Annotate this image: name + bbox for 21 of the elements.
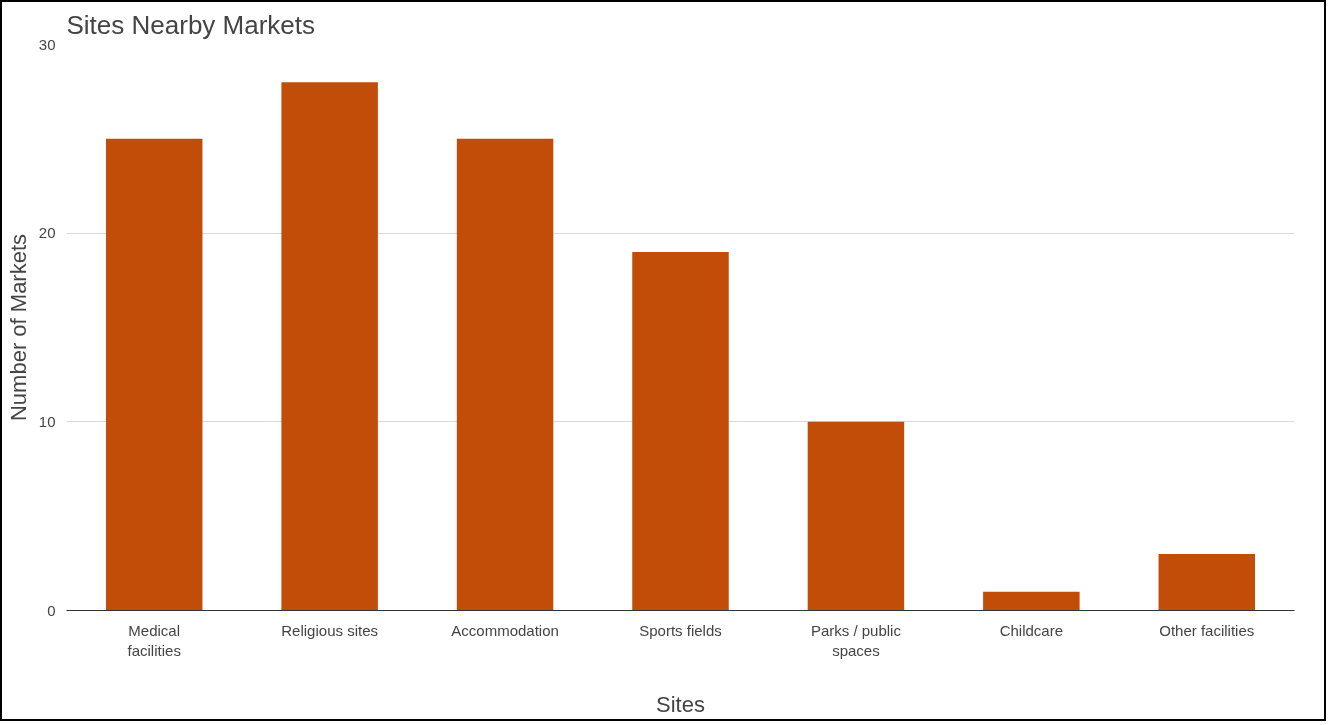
x-tick-label: Sports fields xyxy=(639,621,722,639)
chart-title: Sites Nearby Markets xyxy=(66,9,316,40)
x-tick-label: Accommodation xyxy=(451,621,559,639)
bar xyxy=(456,138,554,611)
bar xyxy=(105,138,203,611)
bar xyxy=(632,252,729,611)
y-axis-title: Number of Markets xyxy=(5,233,31,422)
x-tick-label: Childcare xyxy=(999,621,1064,639)
y-tick-label: 10 xyxy=(38,412,56,430)
y-tick-label: 20 xyxy=(38,224,56,242)
x-tick-label: Other facilities xyxy=(1159,621,1255,639)
bar xyxy=(281,82,378,611)
y-tick-label: 0 xyxy=(47,601,56,619)
bar xyxy=(983,591,1080,611)
x-tick-label: Parks / public spaces xyxy=(810,621,902,659)
bar xyxy=(807,421,905,611)
x-axis-title: Sites xyxy=(656,691,705,717)
x-tick-label: Religious sites xyxy=(281,621,379,639)
y-tick-label: 30 xyxy=(38,35,56,53)
bar xyxy=(1158,553,1256,611)
x-tick-label: Medical facilities xyxy=(127,621,181,659)
